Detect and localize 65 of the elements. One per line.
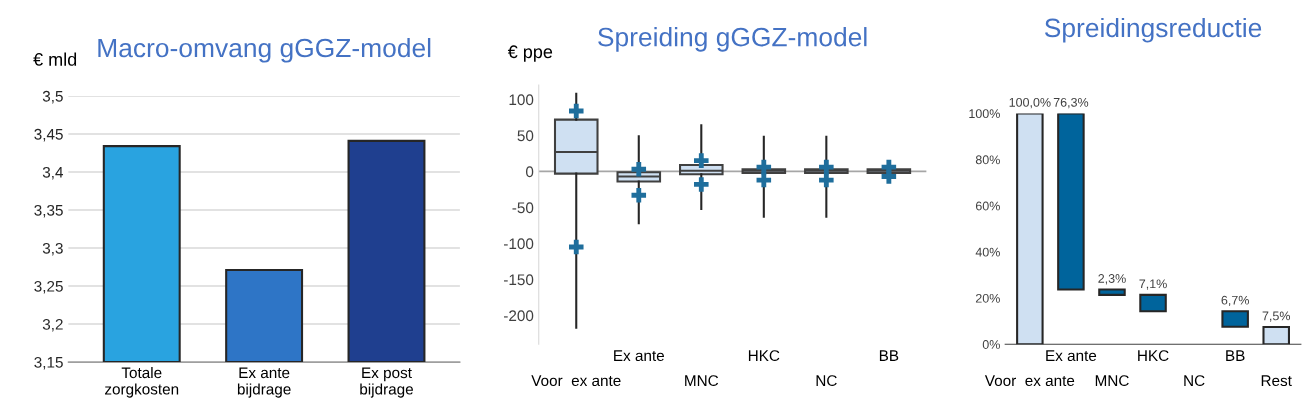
- x-tick-label: BB: [1226, 350, 1245, 361]
- data-label: 100,0%: [1009, 97, 1051, 109]
- y-tick-label: -150: [503, 274, 534, 286]
- y-tick-label: 3,5: [42, 90, 63, 104]
- x-tick-label: MNC: [1095, 375, 1129, 387]
- point: [819, 172, 834, 188]
- chart-title: Spreiding gGGZ-model: [598, 27, 867, 52]
- y-tick-label: 80%: [975, 155, 1000, 165]
- y-tick-label: 3,4: [42, 166, 64, 180]
- data-label: 7,5%: [1262, 311, 1291, 322]
- y-tick-label: 20%: [975, 293, 1000, 303]
- bar: [1098, 288, 1126, 296]
- bar: [1262, 325, 1290, 345]
- x-tick-label: HKC: [1138, 350, 1169, 362]
- x-tick-label: Rest: [1261, 375, 1292, 387]
- point: [756, 172, 772, 188]
- y-tick-label: 3,2: [42, 318, 63, 332]
- data-label: 7,1%: [1139, 279, 1167, 290]
- x-tick-label: Totale zorgkosten: [105, 366, 179, 398]
- point: [568, 239, 584, 255]
- data-label: 2,3%: [1098, 274, 1126, 285]
- x-tick-label: Ex ante: [1046, 350, 1097, 362]
- point: [568, 103, 584, 119]
- bar: [1016, 113, 1044, 345]
- y-axis-title: € ppe: [507, 45, 553, 62]
- point: [756, 159, 772, 175]
- x-tick-label: HKC: [748, 350, 780, 362]
- point: [881, 169, 897, 184]
- point: [694, 177, 709, 192]
- x-tick-label: Voor ex ante: [984, 375, 1075, 387]
- y-tick-label: -50: [512, 202, 534, 214]
- y-tick-label: 3,45: [34, 128, 63, 142]
- x-tick-label: Ex ante: [614, 350, 664, 362]
- point: [694, 153, 709, 168]
- x-tick-label: Voor ex ante: [531, 375, 621, 387]
- bar: [1057, 113, 1085, 291]
- y-axis-title: € mld: [33, 52, 77, 66]
- y-tick-label: 3,35: [34, 204, 63, 218]
- y-tick-label: 100: [509, 94, 534, 106]
- x-tick-label: Ex ante bijdrage: [237, 367, 291, 398]
- y-tick-label: 100%: [969, 109, 1000, 119]
- y-tick-label: 3,25: [34, 280, 63, 294]
- y-tick-label: 40%: [975, 247, 1000, 257]
- x-tick-label: NC: [1184, 375, 1205, 387]
- x-tick-label: MNC: [685, 375, 719, 387]
- y-tick-label: 3,15: [34, 356, 63, 370]
- y-tick-label: -200: [503, 310, 534, 322]
- bar: [1221, 310, 1249, 328]
- point: [631, 187, 647, 203]
- bar: [1139, 293, 1167, 313]
- y-tick-label: 3,3: [42, 242, 63, 256]
- x-tick-label: Ex post bijdrage: [360, 367, 413, 398]
- data-label: 6,7%: [1221, 295, 1249, 307]
- x-tick-label: NC: [816, 375, 837, 387]
- y-tick-label: 50: [517, 130, 534, 142]
- y-tick-label: 0: [525, 166, 534, 178]
- chart-title: Spreidingsreductie: [1044, 17, 1262, 43]
- point: [631, 162, 647, 177]
- y-tick-label: 60%: [975, 201, 1000, 211]
- data-label: 76,3%: [1053, 97, 1089, 109]
- x-tick-label: BB: [879, 350, 899, 361]
- y-tick-label: 0%: [982, 340, 1000, 349]
- chart-title: Macro-omvang gGGZ-model: [98, 37, 431, 63]
- point: [819, 159, 834, 175]
- y-tick-label: -100: [503, 238, 534, 250]
